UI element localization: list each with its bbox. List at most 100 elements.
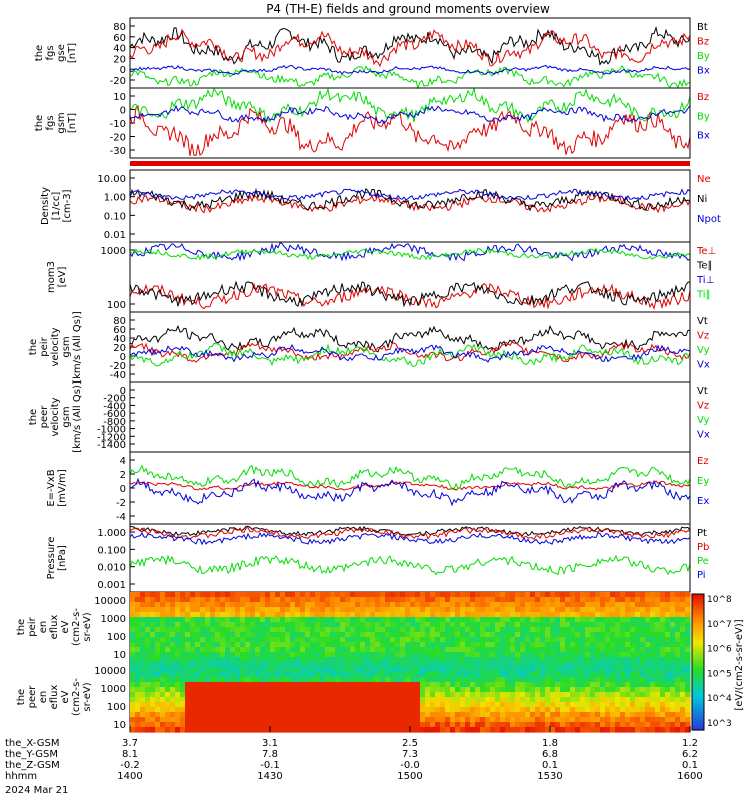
colorbar-cell (692, 682, 704, 686)
legend-entry: Vz (697, 331, 709, 342)
ylabel-line: gse (56, 44, 67, 62)
colorbar-cell (692, 609, 704, 613)
ylabel-line: [cm-3] (62, 189, 73, 222)
ytick-label: 0.01 (104, 230, 126, 241)
legend-entry: Ni (697, 194, 707, 205)
series-Bx (129, 104, 691, 124)
ylabel-line: the (28, 409, 39, 425)
colorbar-cell (692, 618, 704, 622)
colorbar-cell (692, 616, 704, 620)
ytick-label: 20 (113, 343, 126, 354)
colorbar-cell (692, 711, 704, 715)
series-Te∥ (129, 280, 691, 308)
legend-entry: Ti⊥ (696, 275, 714, 286)
xaxis-row-label: the_Y-GSM (5, 749, 58, 760)
ytick-label: 1.000 (97, 528, 126, 539)
colorbar-cell (692, 603, 704, 606)
xaxis-value: 1600 (677, 771, 702, 782)
plot-title: P4 (TH-E) fields and ground moments over… (266, 2, 550, 16)
colorbar-cell (692, 680, 704, 683)
ylabel-line: fgs (45, 45, 56, 60)
series-Pi (129, 531, 691, 546)
series-By (129, 87, 691, 124)
series-Ey (129, 464, 691, 491)
series-Bz (129, 28, 691, 68)
xaxis-row-label: the_X-GSM (5, 738, 59, 749)
ylabel-line: eV (60, 690, 71, 703)
ytick-label: -10 (110, 119, 126, 130)
xaxis-value: -0.2 (120, 760, 140, 771)
ytick-label: -4 (116, 512, 126, 523)
colorbar-cell (692, 648, 704, 652)
colorbar-cell (692, 677, 704, 681)
colorbar-cell (692, 666, 704, 670)
ylabel-line: gsm (61, 336, 72, 357)
colorbar-cell (692, 625, 704, 629)
colorbar-cell (692, 691, 704, 695)
ytick-label: 0.10 (104, 211, 126, 222)
legend-entry: Bz (697, 92, 709, 103)
colorbar-tick: 10^7 (707, 620, 732, 630)
ytick-label: 60 (113, 325, 126, 336)
ytick-label: 10 (113, 720, 126, 731)
legend-entry: By (697, 111, 710, 122)
spectrogram-cells (130, 662, 691, 733)
colorbar-cell (692, 668, 704, 672)
series-Ni (129, 187, 691, 212)
panel-frame (129, 87, 691, 159)
colorbar-cell (692, 612, 704, 615)
ylabel-line: the (34, 115, 45, 131)
ylabel-line: en (38, 621, 49, 634)
ytick-label: -40 (110, 370, 126, 381)
series-Ez (129, 480, 691, 491)
ytick-label: 0 (120, 352, 126, 363)
panel-fgs_gsm: the fgs gsm [nT] 10 0 -10 -20 -30 Bz By Bx (34, 87, 710, 159)
ylabel-line: (cm2-s- (71, 608, 82, 646)
ytick-label: 80 (113, 316, 126, 327)
colorbar-cell (692, 643, 704, 647)
xaxis-value: 1530 (537, 771, 562, 782)
xaxis-value: 6.2 (682, 749, 698, 760)
ytick-label: -1200 (97, 432, 126, 443)
ytick-label: 100 (107, 300, 126, 311)
legend-entry: Npot (697, 214, 721, 225)
xaxis-value: 3.1 (262, 738, 278, 749)
ylabel-line: eflux (49, 615, 60, 640)
colorbar-cell (692, 637, 704, 640)
ylabel-line: [nT] (67, 43, 78, 63)
ytick-label: -20 (110, 76, 126, 87)
legend-entry: Vy (697, 415, 710, 426)
panel-peer_spectrogram: the peer en eflux eV (cm2-s-sr-eV)10000 1000 10… (16, 661, 691, 733)
colorbar-tick: 10^6 (707, 645, 732, 655)
panel-peer_velocity: the peer velocity gsm [km/s (All Qs)] 0-200-4… (28, 381, 710, 453)
ylabel-line: [eV] (57, 267, 68, 288)
series-Pe (129, 554, 691, 576)
ytick-label: 0 (120, 65, 126, 76)
legend-entry: Te⊥ (696, 246, 716, 257)
colorbar-cell (692, 598, 704, 602)
ytick-label: 0 (120, 106, 126, 117)
legend-entry: Bt (697, 22, 708, 33)
colorbar-cell (692, 686, 704, 690)
colorbar-cell (692, 664, 704, 668)
xaxis-value: 0.1 (682, 760, 698, 771)
ylabel-line: Pressure (46, 537, 57, 580)
colorbar-cell (692, 646, 704, 649)
xaxis-value: 8.1 (122, 749, 138, 760)
xaxis-value: 2.5 (402, 738, 418, 749)
xaxis-row-label: hhmm (5, 771, 37, 782)
ylabel-line: sr-eV) (82, 682, 93, 711)
date-label: 2024 Mar 21 (5, 785, 68, 796)
colorbar-cell (692, 673, 704, 677)
series-Bz (129, 104, 691, 157)
colorbar-cell (692, 630, 704, 634)
panel-frame (129, 311, 691, 383)
colorbar-cell (692, 623, 704, 627)
ytick-label: 0.100 (97, 545, 126, 556)
xaxis-value: 1400 (117, 771, 142, 782)
ylabel-line: gsm (61, 406, 72, 427)
colorbar-cell (692, 632, 704, 636)
ytick-label: 1.00 (104, 193, 126, 204)
